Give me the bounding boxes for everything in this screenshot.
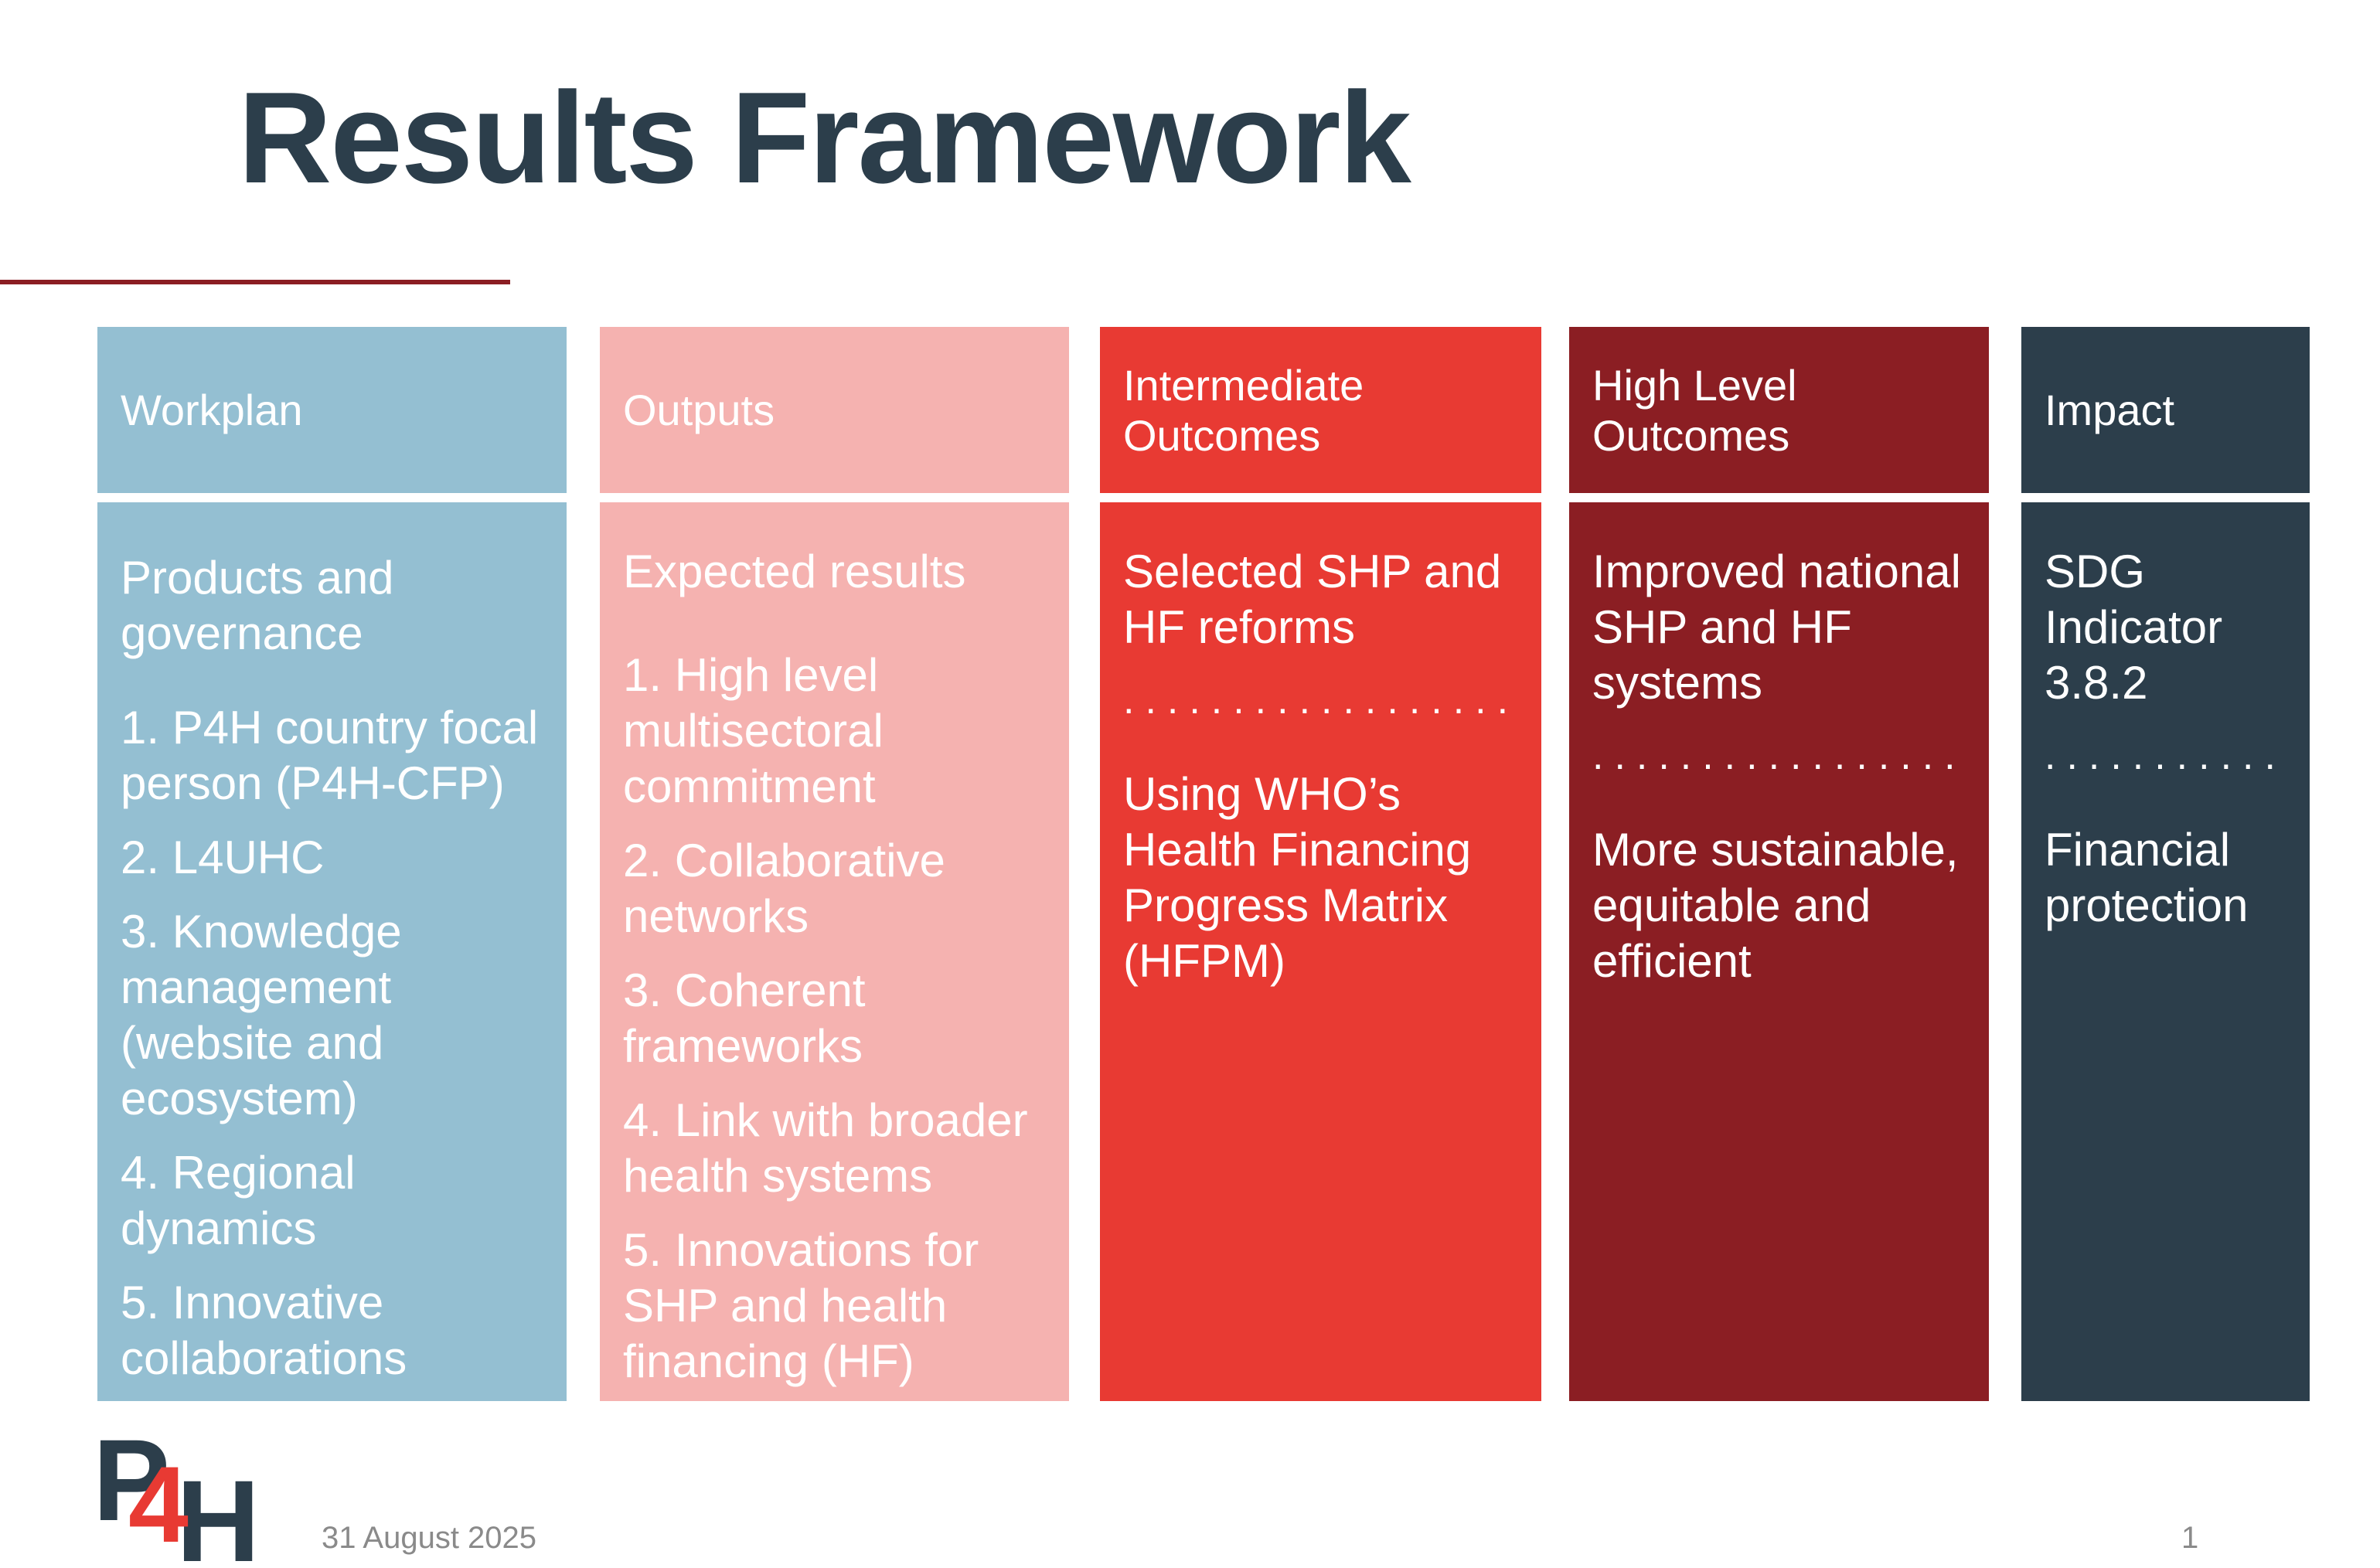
title-underline xyxy=(0,280,510,284)
svg-text:4: 4 xyxy=(128,1444,189,1565)
outputs-heading: Expected results xyxy=(623,546,966,597)
outputs-header: Outputs xyxy=(600,327,1069,493)
impact-header-label: Impact xyxy=(2045,386,2175,434)
svg-text:H: H xyxy=(176,1456,260,1565)
list-item: 1. P4H country focal person (P4H-CFP) xyxy=(121,702,539,809)
outputs-list: 1. High level multisectoral commitment 2… xyxy=(623,648,1046,1389)
high-level-outcomes-body: Improved national SHP and HF systems ...… xyxy=(1569,502,1989,1401)
high-level-outcomes-heading: Improved national SHP and HF systems xyxy=(1592,546,1961,709)
outputs-header-label: Outputs xyxy=(623,386,775,434)
slide-date: 31 August 2025 xyxy=(322,1521,537,1555)
intermediate-outcomes-subtext: Using WHO’s Health Financing Progress Ma… xyxy=(1123,768,1472,987)
intermediate-outcomes-header-label: Intermediate Outcomes xyxy=(1123,360,1364,460)
outputs-body: Expected results 1. High level multisect… xyxy=(600,502,1069,1401)
list-item: 5. Innovative collaborations xyxy=(121,1277,407,1384)
intermediate-outcomes-body: Selected SHP and HF reforms ............… xyxy=(1100,502,1541,1401)
svg-text:P: P xyxy=(93,1426,170,1545)
high-level-outcomes-header-label: High Level Outcomes xyxy=(1592,360,1797,460)
dotted-separator: .................. xyxy=(1592,733,1966,778)
dotted-separator: .................... xyxy=(1123,678,1518,723)
list-item: 5. Innovations for SHP and health financ… xyxy=(623,1224,979,1387)
intermediate-outcomes-header: Intermediate Outcomes xyxy=(1100,327,1541,493)
workplan-heading: Products and governance xyxy=(121,552,394,659)
list-item: 1. High level multisectoral commitment xyxy=(623,649,884,812)
impact-body: SDG Indicator 3.8.2 ............ Financi… xyxy=(2021,502,2310,1401)
high-level-outcomes-header: High Level Outcomes xyxy=(1569,327,1989,493)
workplan-header-label: Workplan xyxy=(121,386,303,434)
p4h-logo: P H 4 xyxy=(93,1426,260,1565)
workplan-header: Workplan xyxy=(97,327,567,493)
impact-header: Impact xyxy=(2021,327,2310,493)
impact-heading: SDG Indicator 3.8.2 xyxy=(2045,546,2223,709)
workplan-list: 1. P4H country focal person (P4H-CFP) 2.… xyxy=(121,700,543,1461)
slide-title: Results Framework xyxy=(238,65,1411,210)
dotted-separator: ............ xyxy=(2045,733,2286,778)
impact-subtext: Financial protection xyxy=(2045,824,2249,931)
list-item: 4. Regional dynamics xyxy=(121,1147,356,1254)
list-item: 6. P4H governance xyxy=(121,1406,518,1458)
high-level-outcomes-subtext: More sustainable, equitable and efficien… xyxy=(1592,824,1959,987)
intermediate-outcomes-heading: Selected SHP and HF reforms xyxy=(1123,546,1502,653)
list-item: 3. Coherent frameworks xyxy=(623,964,866,1072)
workplan-body: Products and governance 1. P4H country f… xyxy=(97,502,567,1458)
list-item: 4. Link with broader health systems xyxy=(623,1094,1028,1202)
list-item: 2. Collaborative networks xyxy=(623,835,945,942)
list-item: 2. L4UHC xyxy=(121,832,325,883)
list-item: 3. Knowledge management (website and eco… xyxy=(121,906,402,1124)
page-number: 1 xyxy=(2181,1521,2199,1555)
